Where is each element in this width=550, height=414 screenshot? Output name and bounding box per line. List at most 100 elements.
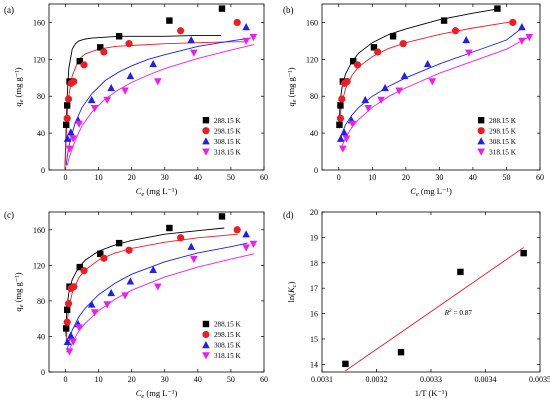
fit-curve-29815 <box>338 21 514 129</box>
data-point <box>76 263 83 271</box>
data-point <box>177 27 185 35</box>
x-tick-label: 20 <box>128 375 136 384</box>
data-point <box>115 239 123 247</box>
data-point <box>90 105 99 113</box>
data-point <box>65 145 74 153</box>
y-axis-label: qe (mg g⁻¹) <box>13 272 25 311</box>
data-point <box>370 44 378 51</box>
data-point <box>121 87 129 95</box>
x-tick-label: 40 <box>194 173 202 182</box>
data-point <box>518 23 526 31</box>
x-tick-label: 50 <box>502 173 510 182</box>
data-point <box>63 337 72 345</box>
data-point <box>364 105 373 113</box>
data-point <box>75 120 83 128</box>
fit-curve-31815 <box>68 253 255 353</box>
legend-label: 318.15 K <box>214 352 242 360</box>
panel-a-isotherm-chart: (a) 0 10 20 30 40 50 60 0 40 80 120 160 Ce (mg L⁻¹) q… <box>4 3 268 198</box>
plot-frame <box>48 211 265 373</box>
data-point <box>520 249 527 257</box>
data-point <box>389 33 397 40</box>
x-axis-label: Ce (mg L⁻¹) <box>136 186 178 198</box>
legend-label: 288.15 K <box>489 117 517 125</box>
panel-c-isotherm-chart: (c) 0 10 20 30 40 50 60 0 40 80 120 160 Ce (mg L⁻¹) q… <box>4 210 268 400</box>
data-point <box>340 128 348 136</box>
y-tick-label: 160 <box>306 18 318 27</box>
data-point <box>187 35 196 44</box>
plot-frame <box>48 3 265 171</box>
data-point <box>107 83 115 92</box>
data-point <box>63 134 72 142</box>
data-point <box>338 95 346 103</box>
legend-marker <box>202 330 210 339</box>
data-point <box>166 224 173 232</box>
data-point <box>494 5 501 12</box>
data-point <box>125 40 133 48</box>
x-tick-label: 50 <box>227 173 235 182</box>
data-point <box>374 48 382 56</box>
data-point <box>440 17 448 24</box>
x-tick-label: 60 <box>260 375 268 384</box>
data-point <box>103 301 112 309</box>
data-point <box>397 348 405 356</box>
panel-b-letter: (b) <box>283 5 294 15</box>
legend-label: 308.15 K <box>214 342 242 350</box>
data-point <box>509 18 517 27</box>
fit-curve-28815 <box>65 227 225 337</box>
data-point <box>218 5 226 12</box>
legend-marker <box>477 137 485 145</box>
data-point <box>149 59 157 68</box>
x-tick-label: 10 <box>368 173 376 182</box>
x-tick-label: 20 <box>128 173 136 182</box>
data-point <box>154 78 162 86</box>
data-point <box>63 325 70 332</box>
data-point <box>518 37 526 45</box>
y-axis-label: qe (mg g⁻¹) <box>286 67 298 106</box>
data-point <box>242 37 250 45</box>
y-tick-label: 80 <box>310 92 318 101</box>
x-tick-label: 0.0035 <box>529 375 550 384</box>
data-point <box>107 288 115 297</box>
fit-curve-28815 <box>64 34 221 171</box>
legend-marker <box>202 341 210 349</box>
x-tick-label: 0.0034 <box>475 375 497 384</box>
data-point <box>90 309 99 317</box>
data-point <box>97 44 104 51</box>
legend-label: 298.15 K <box>214 127 242 135</box>
y-tick-label: 20 <box>310 208 318 217</box>
legend-label: 288.15 K <box>214 117 242 125</box>
x-tick-label: 0 <box>337 173 341 182</box>
data-point <box>400 71 409 80</box>
data-point <box>166 17 173 24</box>
fit-curve-31815 <box>341 35 531 147</box>
data-point <box>338 145 347 153</box>
data-point <box>465 49 473 57</box>
data-point <box>80 267 88 275</box>
data-point <box>381 83 389 92</box>
data-point <box>336 134 345 142</box>
data-point <box>395 87 403 95</box>
data-point <box>462 35 471 44</box>
x-tick-label: 0.0031 <box>311 375 333 384</box>
data-point <box>218 213 226 220</box>
legend-label: 298.15 K <box>489 127 517 135</box>
legend-marker <box>202 117 210 124</box>
x-axis-label: Ce (mg L⁻¹) <box>410 186 452 198</box>
data-point <box>70 283 78 291</box>
data-point <box>233 18 241 27</box>
data-point <box>361 95 370 104</box>
data-point <box>233 226 241 234</box>
y-axis-label: qe (mg g⁻¹) <box>13 67 25 106</box>
data-point <box>348 120 357 128</box>
data-point <box>67 331 75 339</box>
panel-d-vant-hoff-chart: (d) 0.0031 0.0032 0.0033 0.0034 0.0035 14 15 16… <box>283 208 550 398</box>
y-tick-label: 16 <box>310 310 318 319</box>
data-point <box>76 57 83 65</box>
data-point <box>249 34 258 42</box>
data-point <box>451 27 460 35</box>
x-tick-label: 10 <box>95 173 103 182</box>
y-tick-label: 15 <box>310 335 318 344</box>
x-tick-label: 30 <box>161 375 169 384</box>
y-tick-label: 19 <box>310 233 318 242</box>
data-point <box>121 292 129 300</box>
